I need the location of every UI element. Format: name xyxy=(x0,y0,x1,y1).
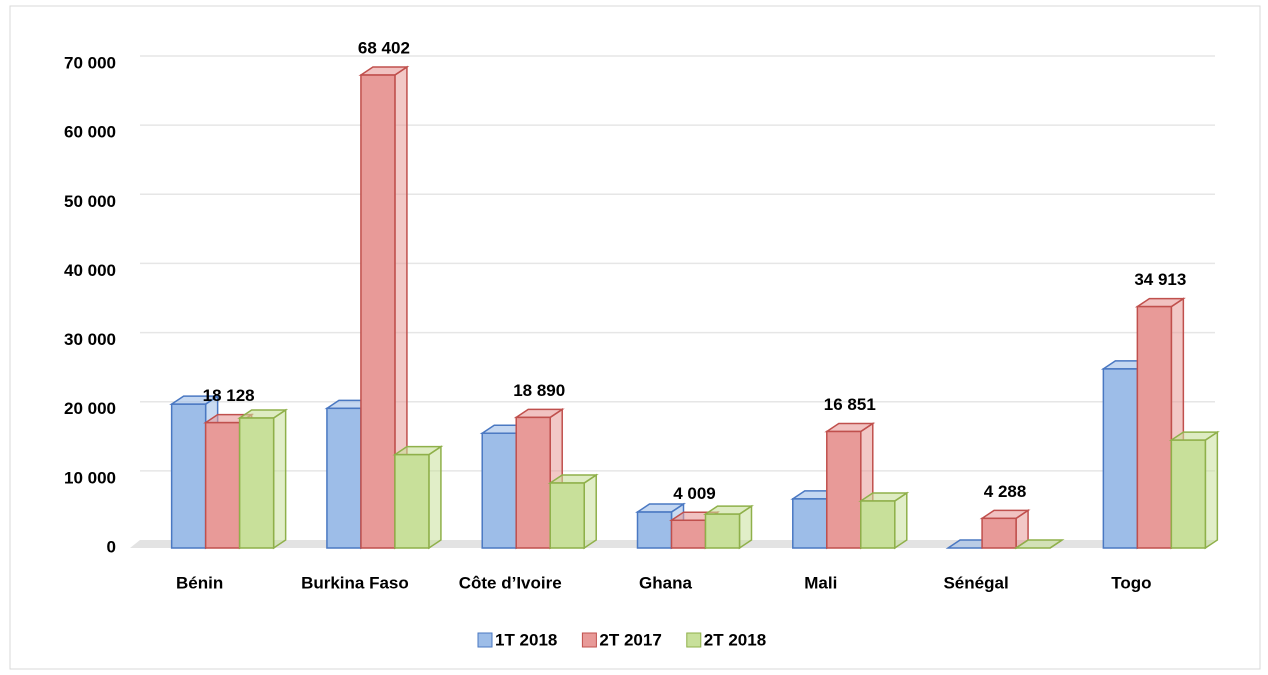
legend-swatch xyxy=(477,632,493,648)
legend-swatch xyxy=(686,632,702,648)
bar-face xyxy=(360,74,396,549)
y-tick-label: 20 000 xyxy=(64,399,116,418)
bar xyxy=(237,408,289,550)
bar-face xyxy=(792,498,828,549)
chart-border xyxy=(9,5,1261,670)
bar xyxy=(547,473,599,550)
y-tick-label: 60 000 xyxy=(64,123,116,142)
legend-label: 2T 2017 xyxy=(599,630,661,649)
data-label: 34 913 xyxy=(1134,270,1186,289)
bar xyxy=(203,413,255,550)
y-tick-label: 0 xyxy=(107,537,116,556)
data-label: 4 288 xyxy=(984,482,1027,501)
legend-label: 2T 2018 xyxy=(704,630,766,649)
bar-face xyxy=(481,432,517,549)
bar-face xyxy=(272,408,287,550)
y-tick-label: 10 000 xyxy=(64,468,116,487)
bar-face xyxy=(428,445,442,550)
bar-face xyxy=(860,500,896,549)
bar-face xyxy=(515,416,551,549)
y-tick-label: 70 000 xyxy=(64,53,116,72)
bar-face xyxy=(670,519,707,549)
bar xyxy=(703,504,754,550)
bar-face xyxy=(1204,430,1219,550)
bar-face xyxy=(826,430,862,549)
y-tick-label: 50 000 xyxy=(64,192,116,211)
bar-face xyxy=(1136,305,1173,549)
bar xyxy=(1168,430,1220,550)
x-tick-label: Burkina Faso xyxy=(301,573,409,592)
bar xyxy=(358,65,410,550)
bar-face xyxy=(583,473,597,550)
bar-face xyxy=(238,417,275,549)
x-tick-label: Ghana xyxy=(639,573,692,592)
data-label: 68 402 xyxy=(358,39,410,58)
x-tick-label: Côte d’Ivoire xyxy=(459,573,562,592)
bar xyxy=(669,510,720,550)
x-tick-label: Sénégal xyxy=(943,573,1008,592)
bar xyxy=(392,445,444,550)
bar-face xyxy=(394,453,430,549)
bar-face xyxy=(170,403,207,549)
bar-face xyxy=(636,511,673,549)
data-label: 18 890 xyxy=(513,381,565,400)
x-tick-label: Mali xyxy=(804,573,837,592)
bar-face xyxy=(1170,439,1207,549)
legend-label: 1T 2018 xyxy=(495,630,557,649)
bar xyxy=(858,491,910,550)
legend-swatch xyxy=(581,632,597,648)
x-tick-label: Bénin xyxy=(176,573,223,592)
data-label: 18 128 xyxy=(203,386,255,405)
bar-face xyxy=(1102,368,1139,549)
bar-face xyxy=(326,407,362,549)
bar-face xyxy=(704,513,741,549)
bar xyxy=(979,508,1031,550)
bar-face xyxy=(1013,539,1065,549)
bar xyxy=(824,422,876,550)
data-label: 4 009 xyxy=(673,484,716,503)
y-tick-label: 40 000 xyxy=(64,261,116,280)
bar xyxy=(1013,539,1065,549)
bar-face xyxy=(204,421,241,549)
x-tick-label: Togo xyxy=(1111,573,1151,592)
y-tick-label: 30 000 xyxy=(64,330,116,349)
bar-face xyxy=(981,517,1017,549)
bar-face xyxy=(894,491,908,550)
data-label: 16 851 xyxy=(824,395,876,414)
bar-face xyxy=(549,482,585,549)
